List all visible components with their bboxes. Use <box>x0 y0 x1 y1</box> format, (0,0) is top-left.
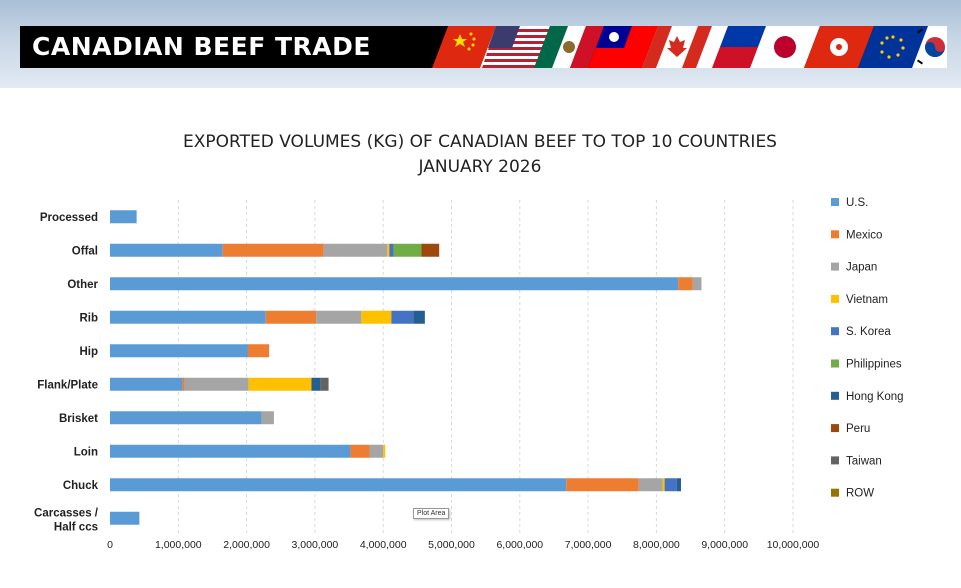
x-tick-label: 3,000,000 <box>292 539 339 551</box>
bar-segment <box>664 478 677 492</box>
south-korea-flag-icon <box>912 26 947 68</box>
x-tick-label: 7,000,000 <box>565 539 612 551</box>
usa-flag-icon <box>480 26 550 68</box>
legend-label: Taiwan <box>846 455 882 467</box>
japan-flag-icon <box>750 26 820 68</box>
canada-flag-icon <box>642 26 712 68</box>
bar-segment <box>391 310 414 324</box>
legend-label: Japan <box>846 262 877 274</box>
category-label: Brisket <box>59 413 98 425</box>
bar-segment <box>678 277 693 291</box>
bar-segment <box>110 310 266 324</box>
plot-area-tooltip: Plot Area <box>413 508 450 519</box>
bar-segment <box>261 411 274 425</box>
chart-subtitle: JANUARY 2026 <box>418 157 542 177</box>
legend-label: ROW <box>846 488 874 500</box>
x-tick-label: 10,000,000 <box>767 539 820 551</box>
legend-swatch <box>831 488 839 497</box>
bar-segment <box>350 444 370 458</box>
legend-swatch <box>831 294 839 303</box>
category-label: Offal <box>72 245 98 257</box>
bar-segment <box>566 478 639 492</box>
category-label: Chuck <box>63 480 99 492</box>
stacked-bar-chart: 0 1,000,000 2,000,000 3,000,000 4,000,000 5,0… <box>34 197 904 551</box>
bar-segment <box>222 243 324 257</box>
category-label: Processed <box>40 212 98 224</box>
legend-swatch <box>831 198 839 206</box>
chart-area: EXPORTED VOLUMES (KG) OF CANADIAN BEEF T… <box>0 88 961 588</box>
taiwan-flag-icon <box>588 26 658 68</box>
bar-segment <box>320 377 329 391</box>
bar-segment <box>110 377 183 391</box>
category-label: Hip <box>79 346 98 358</box>
bar-segment <box>184 377 249 391</box>
x-tick-label: 9,000,000 <box>701 539 748 551</box>
eu-flag-icon <box>858 26 928 68</box>
category-label: Rib <box>79 312 98 324</box>
bar-segment <box>311 377 321 391</box>
china-flag-icon <box>432 26 496 68</box>
bar-segment <box>389 243 394 257</box>
bar-segment <box>369 444 384 458</box>
bar-segment <box>421 243 440 257</box>
legend-label: Vietnam <box>846 294 888 306</box>
bar-segment <box>110 243 223 257</box>
category-label: Loin <box>74 446 98 458</box>
legend-label: U.S. <box>846 197 868 209</box>
x-tick-label: 8,000,000 <box>633 539 680 551</box>
bar-segment <box>110 411 262 425</box>
mexico-flag-icon <box>534 26 604 68</box>
bar-segment <box>692 277 702 291</box>
bar-segment <box>248 377 312 391</box>
category-label: Flank/Plate <box>37 379 98 391</box>
chart-title: EXPORTED VOLUMES (KG) OF CANADIAN BEEF T… <box>183 132 777 152</box>
x-tick-label: 4,000,000 <box>360 539 407 551</box>
bar-segment <box>323 243 388 257</box>
banner-title: CANADIAN BEEF TRADE <box>32 32 371 61</box>
bar-segment <box>110 444 351 458</box>
bar-segment <box>110 511 140 525</box>
flags-strip <box>432 26 947 68</box>
bar-segment <box>247 344 270 358</box>
legend-swatch <box>831 327 839 336</box>
hong-kong-flag-icon <box>804 26 874 68</box>
x-tick-label: 5,000,000 <box>428 539 475 551</box>
legend-swatch <box>831 424 839 433</box>
bar-segment <box>110 478 567 492</box>
bar-segment <box>383 444 386 458</box>
x-tick-label: 1,000,000 <box>155 539 202 551</box>
category-label: Other <box>67 279 98 291</box>
legend-swatch <box>831 262 839 271</box>
legend-label: Philippines <box>846 359 902 371</box>
bar-segment <box>662 478 665 492</box>
bar-segment <box>182 377 185 391</box>
category-label: Carcasses / <box>34 507 99 519</box>
legend-swatch <box>831 456 839 465</box>
bar-segment <box>110 344 248 358</box>
bar-segment <box>638 478 663 492</box>
legend-swatch <box>831 359 839 368</box>
legend-label: Mexico <box>846 229 882 241</box>
x-tick-label: 0 <box>107 539 113 551</box>
legend-swatch <box>831 230 839 239</box>
bar-segment <box>265 310 317 324</box>
legend-swatch <box>831 391 839 400</box>
x-tick-label: 6,000,000 <box>496 539 543 551</box>
bar-segment <box>316 310 362 324</box>
legend-label: Peru <box>846 423 870 435</box>
philippines-flag-icon <box>696 26 766 68</box>
bar-segment <box>110 210 137 224</box>
category-label: Half ccs <box>54 521 98 533</box>
header-banner: CANADIAN BEEF TRADE <box>20 26 947 68</box>
legend-label: S. Korea <box>846 326 891 338</box>
bar-segment <box>387 243 390 257</box>
bar-segment <box>361 310 392 324</box>
bar-segment <box>110 277 679 291</box>
bar-segment <box>393 243 422 257</box>
legend-label: Hong Kong <box>846 391 904 403</box>
bar-segment <box>676 478 681 492</box>
bar-segment <box>413 310 425 324</box>
x-tick-label: 2,000,000 <box>223 539 270 551</box>
